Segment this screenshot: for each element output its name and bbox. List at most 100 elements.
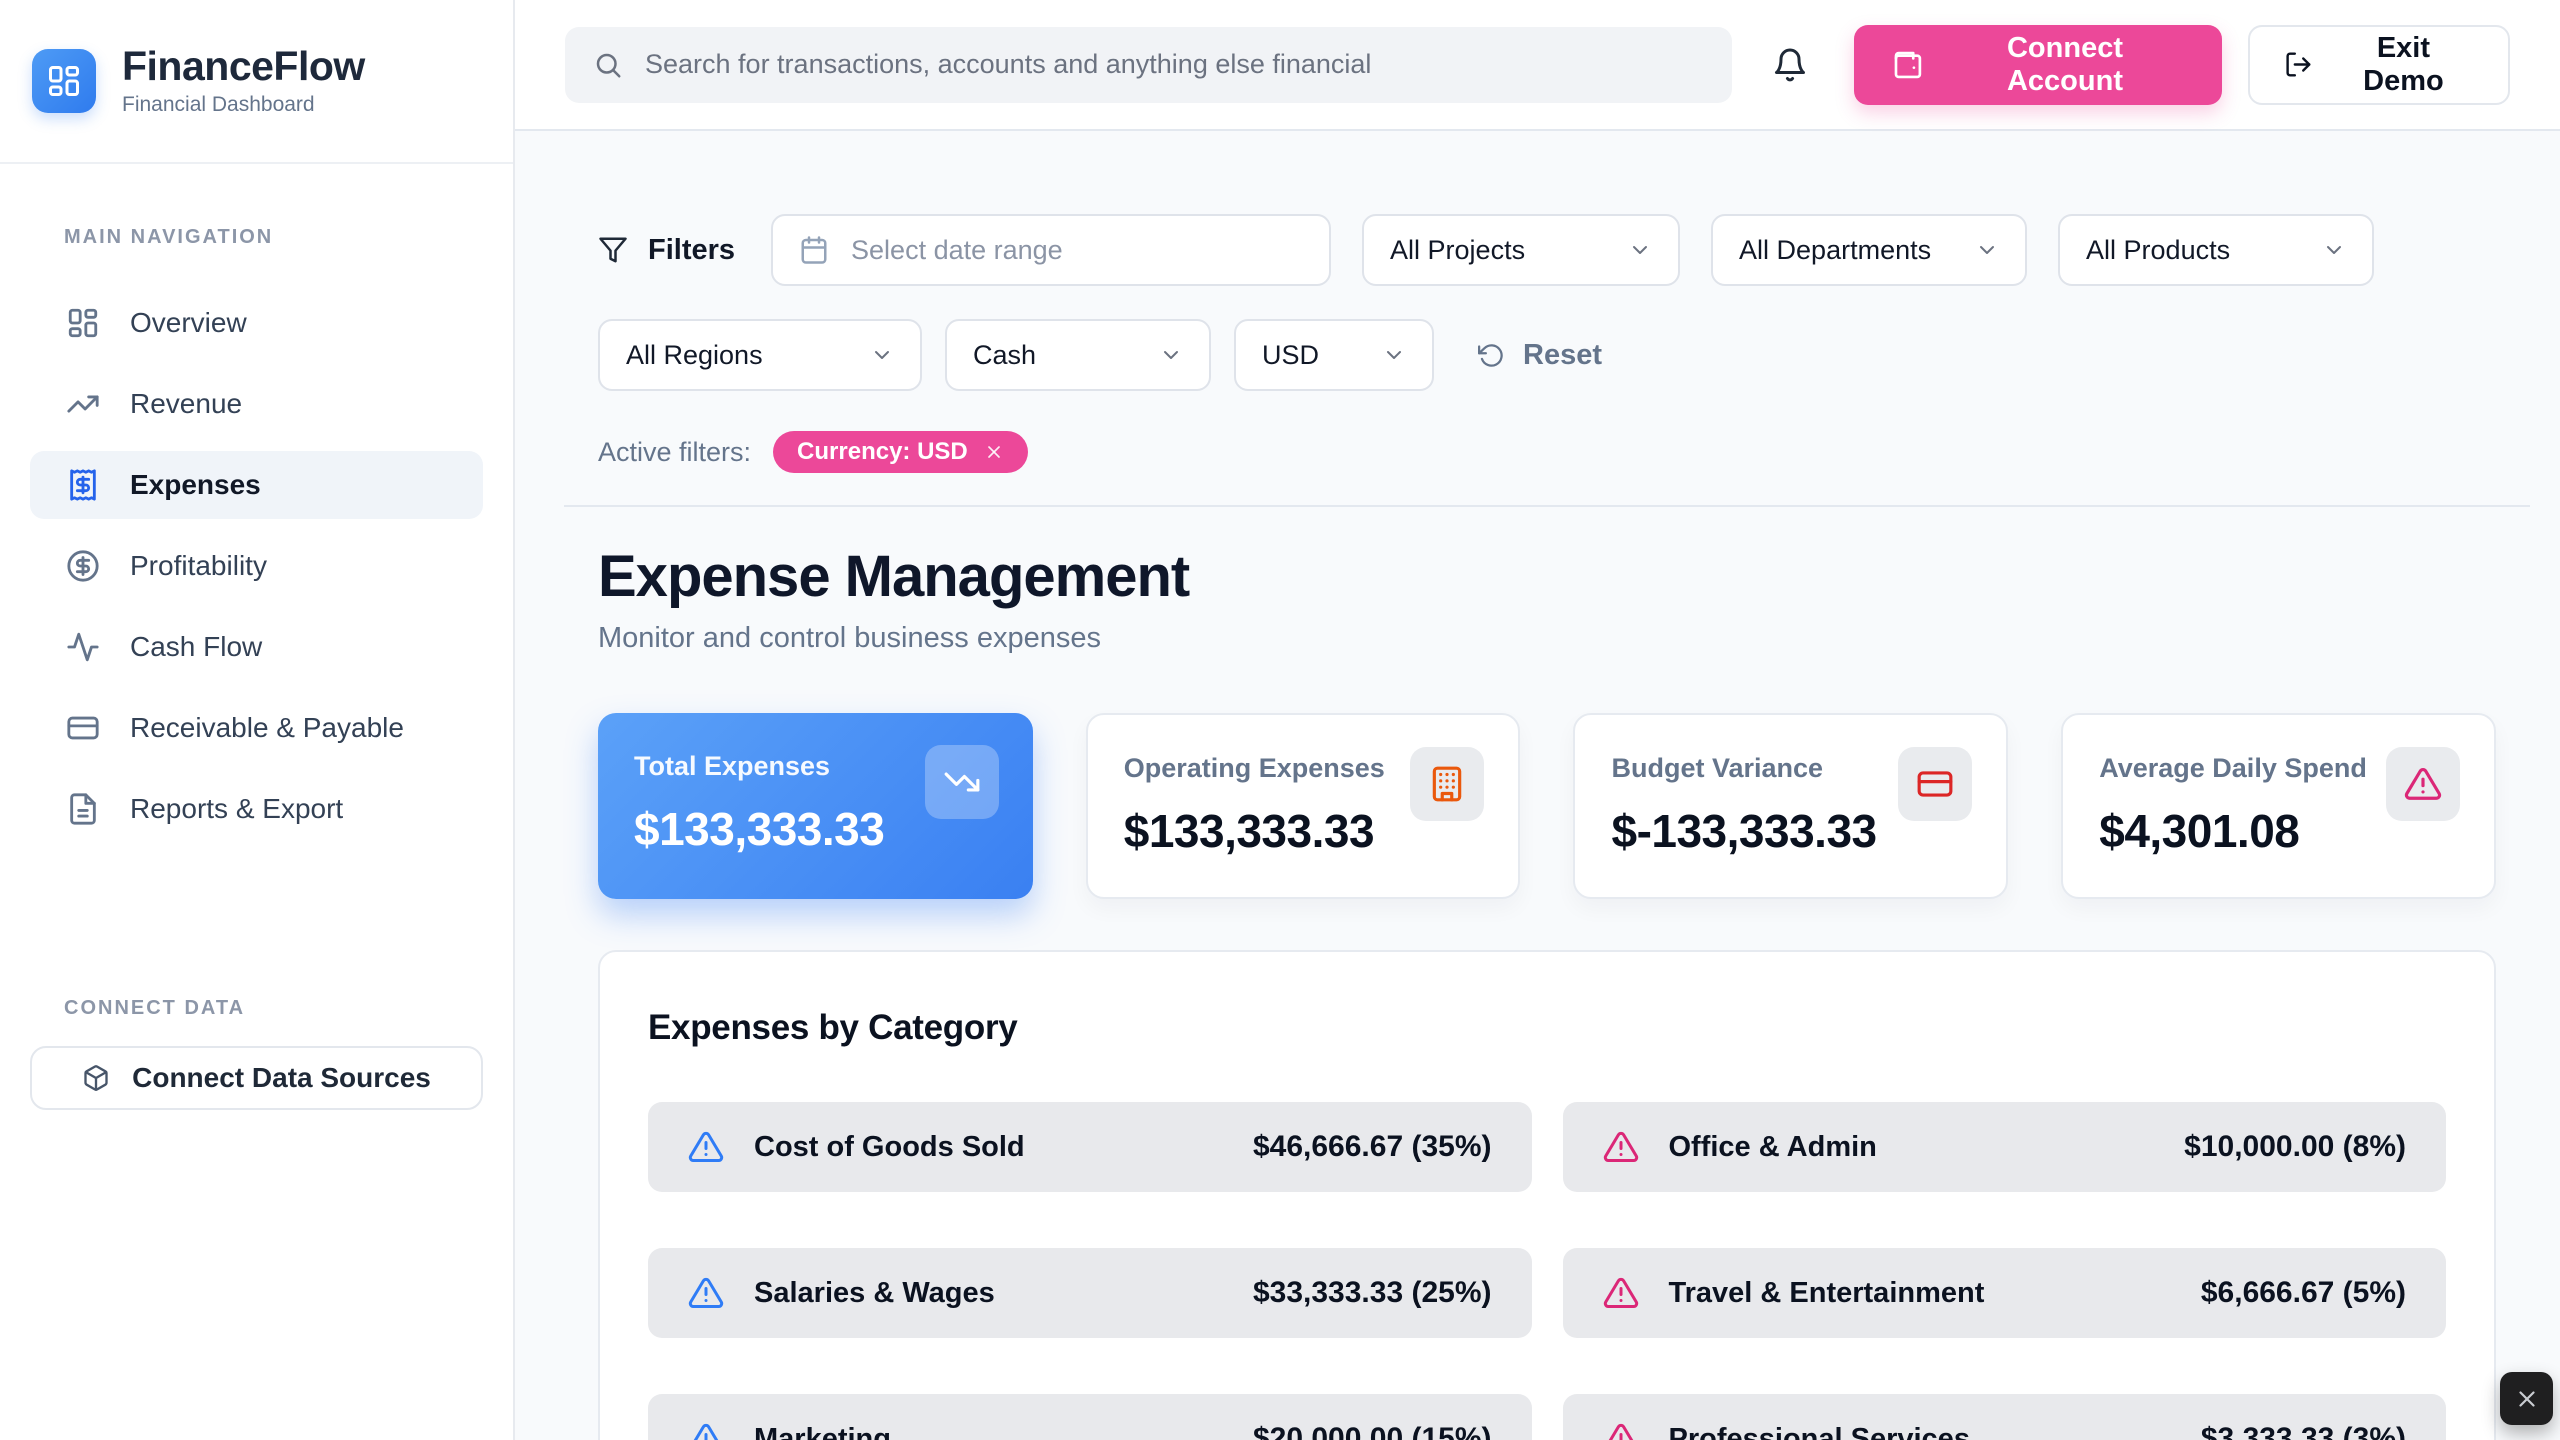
brand-header: FinanceFlow Financial Dashboard [0, 0, 513, 164]
category-name: Salaries & Wages [754, 1276, 995, 1309]
brand-text: FinanceFlow Financial Dashboard [122, 45, 365, 116]
alert-triangle-icon [1603, 1421, 1639, 1440]
sidebar-item-label: Profitability [130, 550, 267, 581]
category-value: $6,666.67 (5%) [2200, 1276, 2406, 1309]
logout-icon [2284, 50, 2313, 79]
date-range-field[interactable]: Select date range [771, 214, 1332, 286]
main-content: Filters Select date range All Projects A… [515, 131, 2560, 1440]
credit-card-icon [1916, 765, 1954, 803]
nav-section-heading: MAIN NAVIGATION [64, 226, 274, 248]
filter-icon [598, 235, 628, 265]
kpi-card-operating-expenses[interactable]: Operating Expenses $133,333.33 [1085, 713, 1521, 899]
category-row-cost-of-goods-sold: Cost of Goods Sold $46,666.67 (35%) [648, 1102, 1532, 1192]
kpi-value: $133,333.33 [1123, 805, 1375, 857]
sidebar-item-expenses[interactable]: Expenses [30, 451, 483, 519]
category-value: $20,000.00 (15%) [1252, 1422, 1492, 1440]
kpi-label: Operating Expenses [1123, 753, 1385, 783]
kpi-label: Average Daily Spend [2099, 753, 2367, 783]
sidebar-item-overview[interactable]: Overview [30, 289, 483, 357]
kpi-card-budget-variance[interactable]: Budget Variance $-133,333.33 [1573, 713, 2009, 899]
kpi-value: $-133,333.33 [1611, 805, 1877, 857]
bell-icon [1772, 47, 1808, 83]
kpi-label: Budget Variance [1611, 753, 1824, 783]
kpi-cards-row: Total Expenses $133,333.33 Operating Exp… [598, 713, 2496, 899]
filters-row-1: Filters Select date range All Projects A… [598, 214, 2496, 286]
sidebar-item-cash-flow[interactable]: Cash Flow [30, 613, 483, 681]
currency-select[interactable]: USD [1234, 319, 1434, 391]
expenses-by-category-title: Expenses by Category [648, 1008, 1018, 1047]
chevron-down-icon [870, 343, 894, 367]
sidebar-item-label: Cash Flow [130, 631, 263, 662]
kpi-icon-box [1410, 747, 1485, 821]
search-icon [593, 50, 623, 80]
notifications-button[interactable] [1760, 35, 1820, 95]
kpi-icon-box [924, 745, 999, 819]
expenses-by-category-card: Expenses by Category Cost of Goods Sold … [598, 950, 2496, 1440]
toast-close-button[interactable] [2500, 1372, 2553, 1425]
projects-select[interactable]: All Projects [1362, 214, 1681, 286]
trending-up-icon [66, 387, 100, 421]
dollar-circle-icon [66, 549, 100, 583]
products-select-value: All Products [2086, 234, 2231, 265]
file-text-icon [66, 792, 100, 826]
search-input[interactable] [645, 49, 1705, 80]
sidebar-item-receivable-payable[interactable]: Receivable & Payable [30, 694, 483, 762]
kpi-card-total-expenses[interactable]: Total Expenses $133,333.33 [598, 713, 1033, 899]
x-icon[interactable] [984, 442, 1004, 462]
active-filters-label: Active filters: [598, 436, 752, 467]
category-value: $46,666.67 (35%) [1252, 1130, 1492, 1163]
kpi-value: $4,301.08 [2099, 805, 2300, 857]
category-value: $3,333.33 (3%) [2200, 1422, 2406, 1440]
chevron-down-icon [1159, 343, 1183, 367]
category-name: Travel & Entertainment [1668, 1276, 1985, 1309]
content-column: Connect Account Exit Demo Filters Select… [515, 0, 2560, 1440]
alert-triangle-icon [1603, 1129, 1639, 1165]
sidebar-item-label: Expenses [130, 469, 261, 500]
sidebar-item-revenue[interactable]: Revenue [30, 370, 483, 438]
trending-down-icon [943, 763, 981, 801]
category-value: $10,000.00 (8%) [2184, 1130, 2406, 1163]
dashboard-icon [66, 306, 100, 340]
page-title: Expense Management [598, 544, 1190, 609]
sidebar-item-label: Reports & Export [130, 793, 344, 824]
payment-method-select[interactable]: Cash [945, 319, 1211, 391]
connect-data-sources-button[interactable]: Connect Data Sources [30, 1046, 483, 1110]
active-filter-chip-currency[interactable]: Currency: USD [773, 431, 1028, 473]
close-icon [2514, 1386, 2540, 1412]
chevron-down-icon [1628, 238, 1652, 262]
connect-account-button[interactable]: Connect Account [1854, 24, 2222, 105]
alert-triangle-icon [688, 1129, 724, 1165]
global-search [565, 26, 1733, 103]
reset-label: Reset [1523, 338, 1602, 371]
filters-row-2: All Regions Cash USD Reset [598, 319, 2496, 391]
wallet-icon [1892, 49, 1924, 81]
date-range-placeholder: Select date range [851, 234, 1063, 265]
receipt-icon [66, 468, 100, 502]
alert-triangle-icon [2404, 765, 2442, 803]
alert-triangle-icon [688, 1421, 724, 1440]
rotate-ccw-icon [1478, 342, 1505, 369]
alert-triangle-icon [1603, 1129, 1639, 1165]
exit-demo-button[interactable]: Exit Demo [2247, 24, 2510, 105]
alert-triangle-icon [688, 1275, 724, 1311]
section-divider [564, 505, 2530, 507]
payment-method-select-value: Cash [973, 339, 1037, 370]
departments-select[interactable]: All Departments [1711, 214, 2028, 286]
alert-triangle-icon [688, 1275, 724, 1311]
sidebar-item-reports-export[interactable]: Reports & Export [30, 775, 483, 843]
regions-select-value: All Regions [626, 339, 763, 370]
alert-triangle-icon [688, 1129, 724, 1165]
active-filters-row: Active filters: Currency: USD [598, 431, 2496, 473]
category-name: Professional Services [1668, 1422, 1970, 1440]
connect-account-label: Connect Account [2006, 31, 2123, 97]
reset-filters-button[interactable]: Reset [1478, 339, 1602, 372]
sidebar-item-profitability[interactable]: Profitability [30, 532, 483, 600]
category-row-professional-services: Professional Services $3,333.33 (3%) [1562, 1394, 2446, 1440]
alert-triangle-icon [1603, 1421, 1639, 1440]
category-name: Cost of Goods Sold [754, 1130, 1025, 1163]
products-select[interactable]: All Products [2058, 214, 2375, 286]
topbar: Connect Account Exit Demo [515, 0, 2560, 131]
kpi-card-average-daily-spend[interactable]: Average Daily Spend $4,301.08 [2061, 713, 2496, 899]
alert-triangle-icon [1603, 1275, 1639, 1311]
regions-select[interactable]: All Regions [598, 319, 922, 391]
